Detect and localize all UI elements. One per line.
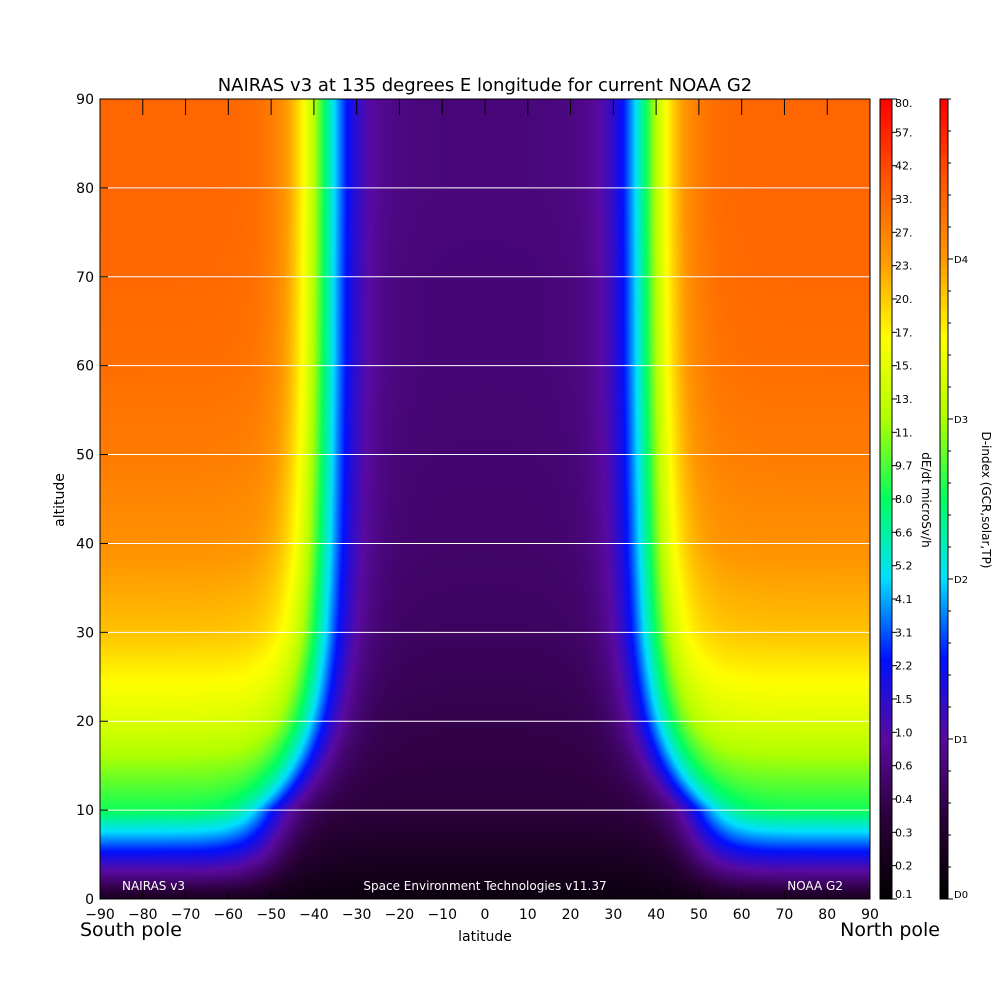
dose-colorbar-tick-label: 13. [895,393,913,406]
dose-colorbar-tick-label: 0.6 [895,760,913,773]
x-axis-label: latitude [458,929,512,945]
x-tick-label: −40 [299,907,329,923]
dose-colorbar-label: dE/dt microSv/h [919,452,933,547]
dose-colorbar-tick-label: 0.4 [895,793,913,806]
dose-colorbar-tick-label: 0.3 [895,826,913,839]
y-tick-label: 80 [76,181,94,197]
dose-colorbar-tick-label: 4.1 [895,593,913,606]
y-tick-label: 90 [76,92,94,108]
x-tick-label: −20 [385,907,415,923]
heatmap-image [100,99,870,899]
y-tick-label: 40 [76,536,94,552]
x-tick-label: 30 [604,907,622,923]
x-tick-label: 0 [481,907,490,923]
x-tick-label: −60 [214,907,244,923]
x-tick-label: 70 [776,907,794,923]
dose-colorbar-tick-label: 1.0 [895,726,913,739]
dose-colorbar-ticks: 0.1 0.2 0.3 0.4 0.6 1.0 1.5 2.2 3.1 4.1 5.2 6.6 8.0 9… [892,97,913,901]
index-colorbar-gradient [940,99,948,899]
y-tick-label: 70 [76,270,94,286]
plot-area [100,99,870,899]
dose-colorbar-tick-label: 23. [895,260,913,273]
dose-colorbar-tick-label: 2.2 [895,660,913,673]
dose-colorbar-tick-label: 9.7 [895,460,913,473]
dose-colorbar-tick-label: 11. [895,426,913,439]
y-tick-label: 30 [76,625,94,641]
north-pole-label: North pole [840,919,940,941]
annotation-scale: NOAA G2 [787,879,843,893]
x-tick-label: 60 [733,907,751,923]
dose-colorbar-tick-label: 80. [895,97,913,110]
index-colorbar-label: D-index (GCR,solar,TP) [979,431,993,568]
x-tick-label: −90 [85,907,115,923]
y-tick-label: 0 [85,892,94,908]
dose-colorbar-tick-label: 15. [895,360,913,373]
index-colorbar-ticks: D0 D1 D2 D3 D4 [948,98,968,901]
dose-colorbar-tick-label: 1.5 [895,693,913,706]
chart-title: NAIRAS v3 at 135 degrees E longitude for… [218,75,753,96]
dose-colorbar-tick-label: 27. [895,226,913,239]
x-tick-label: −10 [427,907,457,923]
index-colorbar-tick-label: D0 [954,890,968,901]
gridlines [100,187,870,811]
dose-colorbar-tick-label: 0.2 [895,860,913,873]
x-tick-label: −70 [171,907,201,923]
dose-colorbar: 0.1 0.2 0.3 0.4 0.6 1.0 1.5 2.2 3.1 4.1 5.2 6.6 8.0 9… [879,97,933,901]
x-tick-label: 80 [818,907,836,923]
x-tick-label: −30 [342,907,372,923]
south-pole-label: South pole [80,919,182,941]
dose-colorbar-gradient [880,99,892,899]
index-colorbar-tick-label: D3 [954,415,968,426]
y-tick-label: 60 [76,359,94,375]
dose-colorbar-tick-label: 42. [895,160,913,173]
annotation-credit: Space Environment Technologies v11.37 [363,879,606,893]
dose-colorbar-tick-label: 8.0 [895,493,913,506]
y-tick-label: 50 [76,448,94,464]
annotation-model: NAIRAS v3 [122,879,185,893]
dose-colorbar-tick-label: 17. [895,326,913,339]
y-axis-label: altitude [52,473,68,527]
dose-colorbar-tick-label: 3.1 [895,626,913,639]
y-axis: 0 10 20 30 40 50 60 70 80 90 [76,92,108,908]
dose-colorbar-tick-label: 6.6 [895,526,913,539]
index-colorbar-tick-label: D1 [954,735,968,746]
x-tick-label: 40 [647,907,665,923]
x-tick-label: 90 [861,907,879,923]
x-tick-label: −50 [256,907,286,923]
y-tick-label: 20 [76,714,94,730]
y-tick-label: 10 [76,803,94,819]
x-tick-label: 50 [690,907,708,923]
x-tick-label: 10 [519,907,537,923]
index-colorbar-frame [939,98,949,900]
index-colorbar: D0 D1 D2 D3 D4 D-index (GCR,solar,TP) [939,98,993,901]
index-colorbar-tick-label: D4 [954,255,968,266]
dose-colorbar-tick-label: 33. [895,193,913,206]
x-axis: −90 −80 −70 −60 −50 −40 −30 −20 −10 0 10 20 30 40 50 60… [85,99,879,923]
x-tick-label: −80 [128,907,158,923]
index-colorbar-tick-label: D2 [954,575,968,586]
dose-colorbar-tick-label: 57. [895,126,913,139]
dose-colorbar-tick-label: 5.2 [895,560,913,573]
dose-colorbar-tick-label: 0.1 [895,888,913,901]
dose-colorbar-tick-label: 20. [895,293,913,306]
x-tick-label: 20 [562,907,580,923]
